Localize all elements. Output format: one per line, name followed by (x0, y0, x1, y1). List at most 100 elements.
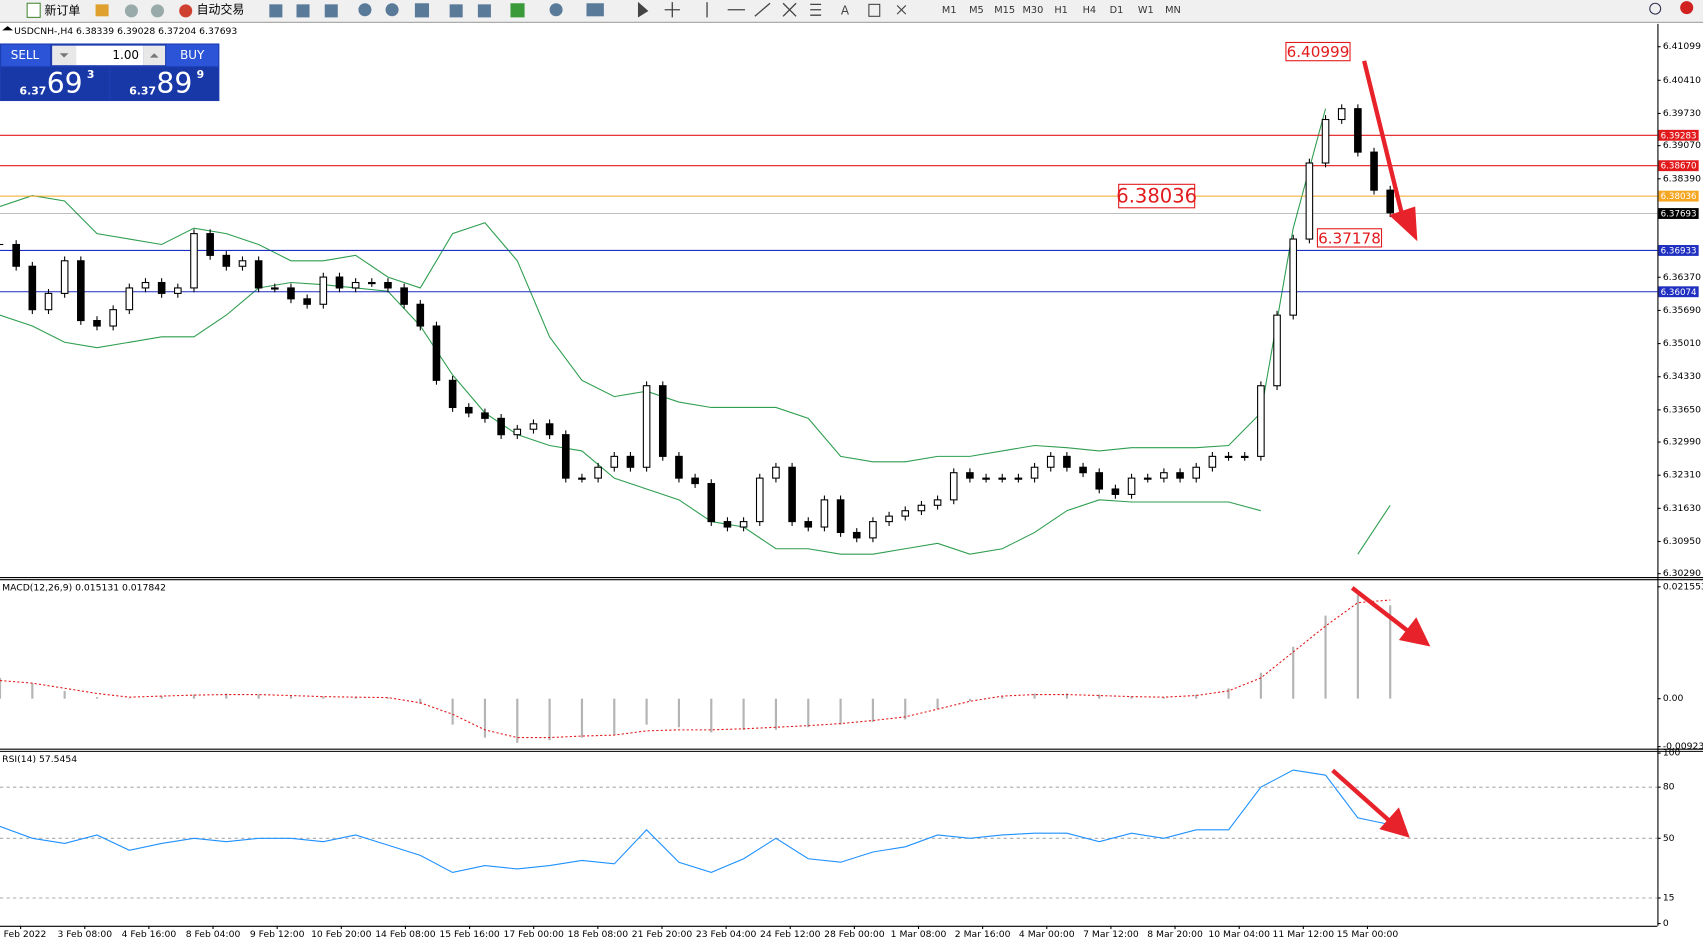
buy-price-prefix[interactable]: 6.37 (129, 84, 156, 97)
timeframe-button[interactable]: H4 (1083, 5, 1097, 16)
timeframe-button[interactable]: D1 (1110, 5, 1124, 16)
buy-label[interactable]: BUY (180, 48, 205, 62)
price-line-label: 6.36933 (1661, 247, 1697, 257)
collapse-icon[interactable] (2, 26, 14, 31)
candle (966, 472, 974, 479)
timeframe-button[interactable]: M5 (969, 5, 984, 16)
toolbar-icon[interactable] (385, 3, 399, 17)
candle (836, 499, 845, 534)
cursor-tool[interactable] (637, 1, 649, 18)
x-tick-label: 17 Feb 00:00 (503, 929, 564, 940)
fibo-tool[interactable] (810, 3, 822, 16)
candle (141, 281, 150, 289)
candle (1224, 455, 1233, 459)
candle (1354, 108, 1362, 153)
buy-price-big[interactable]: 89 (156, 67, 192, 100)
trendline-tool[interactable] (754, 2, 771, 17)
candle (1030, 466, 1039, 479)
candle (367, 281, 376, 285)
timeframe-button[interactable]: M1 (942, 5, 957, 16)
toolbar-icon[interactable] (586, 3, 604, 17)
candle (852, 531, 861, 539)
x-tick-label: 28 Feb 00:00 (824, 929, 885, 940)
channel-tool[interactable] (782, 2, 797, 17)
lot-down-arrow[interactable] (59, 53, 69, 58)
candle (1176, 472, 1184, 479)
candle (400, 287, 408, 305)
lot-up-arrow[interactable] (149, 53, 159, 58)
x-tick-label: 14 Feb 08:00 (375, 929, 436, 940)
y-tick-label: 6.36370 (1663, 272, 1701, 283)
toolbar-icon[interactable] (449, 4, 463, 18)
candle (869, 521, 877, 539)
price-line-label: 6.39283 (1661, 131, 1697, 141)
sell-price-big[interactable]: 69 (47, 67, 83, 100)
toolbar-icon[interactable] (150, 4, 165, 18)
text-tool[interactable]: A (841, 3, 850, 17)
candle (271, 287, 279, 290)
candle (901, 510, 910, 517)
arrow-shaft (1331, 768, 1393, 825)
toolbar-icon[interactable] (358, 3, 372, 17)
candle (12, 243, 20, 267)
x-tick-label: 1 Mar 08:00 (891, 929, 947, 940)
toolbar-icon[interactable] (414, 3, 430, 18)
arrow-head (1379, 807, 1410, 838)
new-order[interactable]: 新订单 (45, 2, 81, 17)
crosshair-tool[interactable] (664, 2, 680, 18)
toolbar-icon[interactable] (269, 4, 283, 18)
lot-value[interactable]: 1.00 (112, 48, 139, 62)
auto-trade-icon[interactable] (179, 4, 193, 18)
y-tick-label: 6.33650 (1663, 404, 1701, 415)
candle (416, 303, 425, 327)
toolbar-icon[interactable] (124, 4, 138, 18)
x-tick-label: 10 Feb 20:00 (311, 929, 372, 940)
timeframe-button[interactable]: MN (1165, 5, 1181, 16)
toolbar-icon[interactable] (549, 3, 563, 17)
timeframe-button[interactable]: M15 (994, 5, 1015, 16)
toolbar-icon[interactable] (477, 4, 491, 18)
timeframe-button[interactable]: W1 (1138, 5, 1154, 16)
buy-price-box[interactable] (110, 67, 219, 100)
x-tick-label: 8 Mar 20:00 (1147, 929, 1203, 940)
x-tick-label: 24 Feb 12:00 (760, 929, 821, 940)
buy-button[interactable] (166, 44, 219, 67)
sell-price-box[interactable] (1, 67, 109, 100)
label-tool[interactable] (868, 3, 881, 17)
candle (1240, 455, 1249, 459)
auto-trade[interactable]: 自动交易 (197, 1, 245, 16)
x-tick-label: 15 Feb 16:00 (439, 929, 500, 940)
y-tick-label: 80 (1663, 782, 1675, 793)
toolbar-icon[interactable] (296, 4, 310, 18)
toolbar-icon[interactable] (95, 4, 109, 17)
arrows (1331, 60, 1431, 838)
price-line-box (1658, 208, 1699, 219)
candle (287, 287, 295, 300)
sell-button[interactable] (1, 44, 50, 67)
search-icon[interactable] (1649, 2, 1662, 15)
candle (982, 477, 990, 480)
toolbar-icon[interactable] (510, 3, 525, 18)
x-tick-label: 9 Feb 12:00 (250, 929, 305, 940)
x-tick-label: 11 Mar 12:00 (1273, 929, 1335, 940)
candle (1143, 477, 1152, 480)
y-tick-label: 6.39070 (1663, 140, 1701, 151)
annotation-label: 6.37178 (1318, 229, 1381, 247)
arrow-head (1398, 617, 1431, 647)
timeframe-button[interactable]: H1 (1054, 5, 1068, 16)
sell-label[interactable]: SELL (11, 48, 40, 62)
y-tick-label: 6.30290 (1663, 568, 1701, 579)
sell-price-small[interactable]: 3 (87, 68, 95, 81)
sell-price-prefix[interactable]: 6.37 (20, 84, 47, 97)
shapes-tool[interactable] (896, 5, 907, 15)
toolbar-icon[interactable] (324, 4, 338, 18)
candle (804, 521, 813, 528)
new-order-icon[interactable] (26, 2, 41, 18)
lot-input[interactable] (76, 45, 144, 66)
buy-price-small[interactable]: 9 (197, 68, 205, 81)
notification-icon[interactable] (1680, 1, 1694, 15)
signal-line (0, 599, 1391, 739)
annotation-label: 6.38036 (1116, 185, 1197, 208)
x-tick-label: 23 Feb 04:00 (696, 929, 757, 940)
timeframe-button[interactable]: M30 (1022, 5, 1043, 16)
